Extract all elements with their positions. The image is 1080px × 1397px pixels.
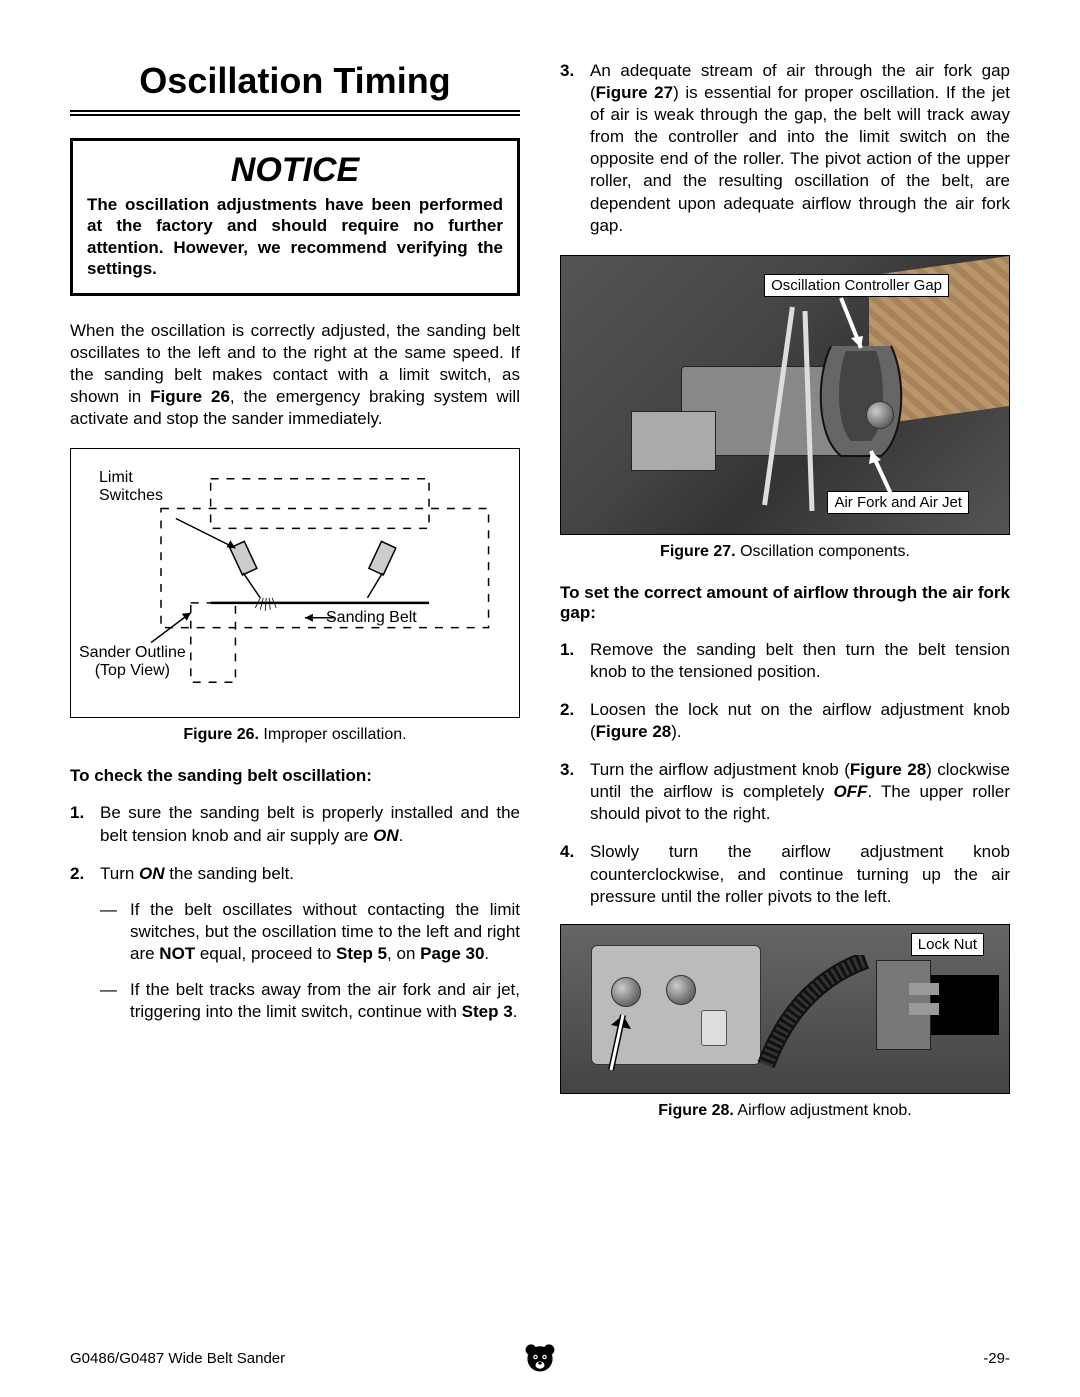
notice-box: NOTICE The oscillation adjustments have … <box>70 138 520 296</box>
fig26-label-limit: Limit Switches <box>99 469 163 505</box>
figure-28-caption: Figure 28. Airflow adjustment knob. <box>560 1102 1010 1120</box>
title-rule <box>70 110 520 116</box>
figure-26: Limit Switches Sanding Belt Sander Outli… <box>70 448 520 718</box>
airflow-step-4: Slowly turn the airflow adjustment knob … <box>560 841 1010 907</box>
figure-28: Lock Nut <box>560 924 1010 1094</box>
figure-26-caption: Figure 26. Improper oscillation. <box>70 726 520 744</box>
figure-27: Oscillation Controller Gap Air Fork and … <box>560 255 1010 535</box>
intro-paragraph: When the oscillation is correctly adjust… <box>70 320 520 430</box>
check-steps: Be sure the sanding belt is properly ins… <box>70 802 520 1023</box>
footer-right: -29- <box>983 1350 1010 1367</box>
notice-text: The oscillation adjustments have been pe… <box>87 194 503 279</box>
check-step-2b: If the belt tracks away from the air for… <box>100 979 520 1023</box>
airflow-steps: Remove the sanding belt then turn the be… <box>560 639 1010 908</box>
figure-27-caption: Figure 27. Oscillation components. <box>560 543 1010 561</box>
footer-left: G0486/G0487 Wide Belt Sander <box>70 1350 285 1367</box>
airflow-step-3: Turn the airflow adjustment knob (Figure… <box>560 759 1010 825</box>
airflow-step-1: Remove the sanding belt then turn the be… <box>560 639 1010 683</box>
fig26-label-belt: Sanding Belt <box>326 609 417 627</box>
notice-heading: NOTICE <box>87 151 503 190</box>
check-step-1: Be sure the sanding belt is properly ins… <box>70 802 520 846</box>
section-title: Oscillation Timing <box>70 60 520 102</box>
airflow-heading: To set the correct amount of airflow thr… <box>560 583 1010 623</box>
check-heading: To check the sanding belt oscillation: <box>70 766 520 786</box>
right-step-3: 3. An adequate stream of air through the… <box>560 60 1010 237</box>
check-step-2: Turn ON the sanding belt. If the belt os… <box>70 863 520 1024</box>
airflow-step-2: Loosen the lock nut on the airflow adjus… <box>560 699 1010 743</box>
bear-logo-icon <box>522 1339 558 1375</box>
check-step-2a: If the belt oscillates without contactin… <box>100 899 520 965</box>
fig26-label-outline: Sander Outline (Top View) <box>79 644 186 680</box>
